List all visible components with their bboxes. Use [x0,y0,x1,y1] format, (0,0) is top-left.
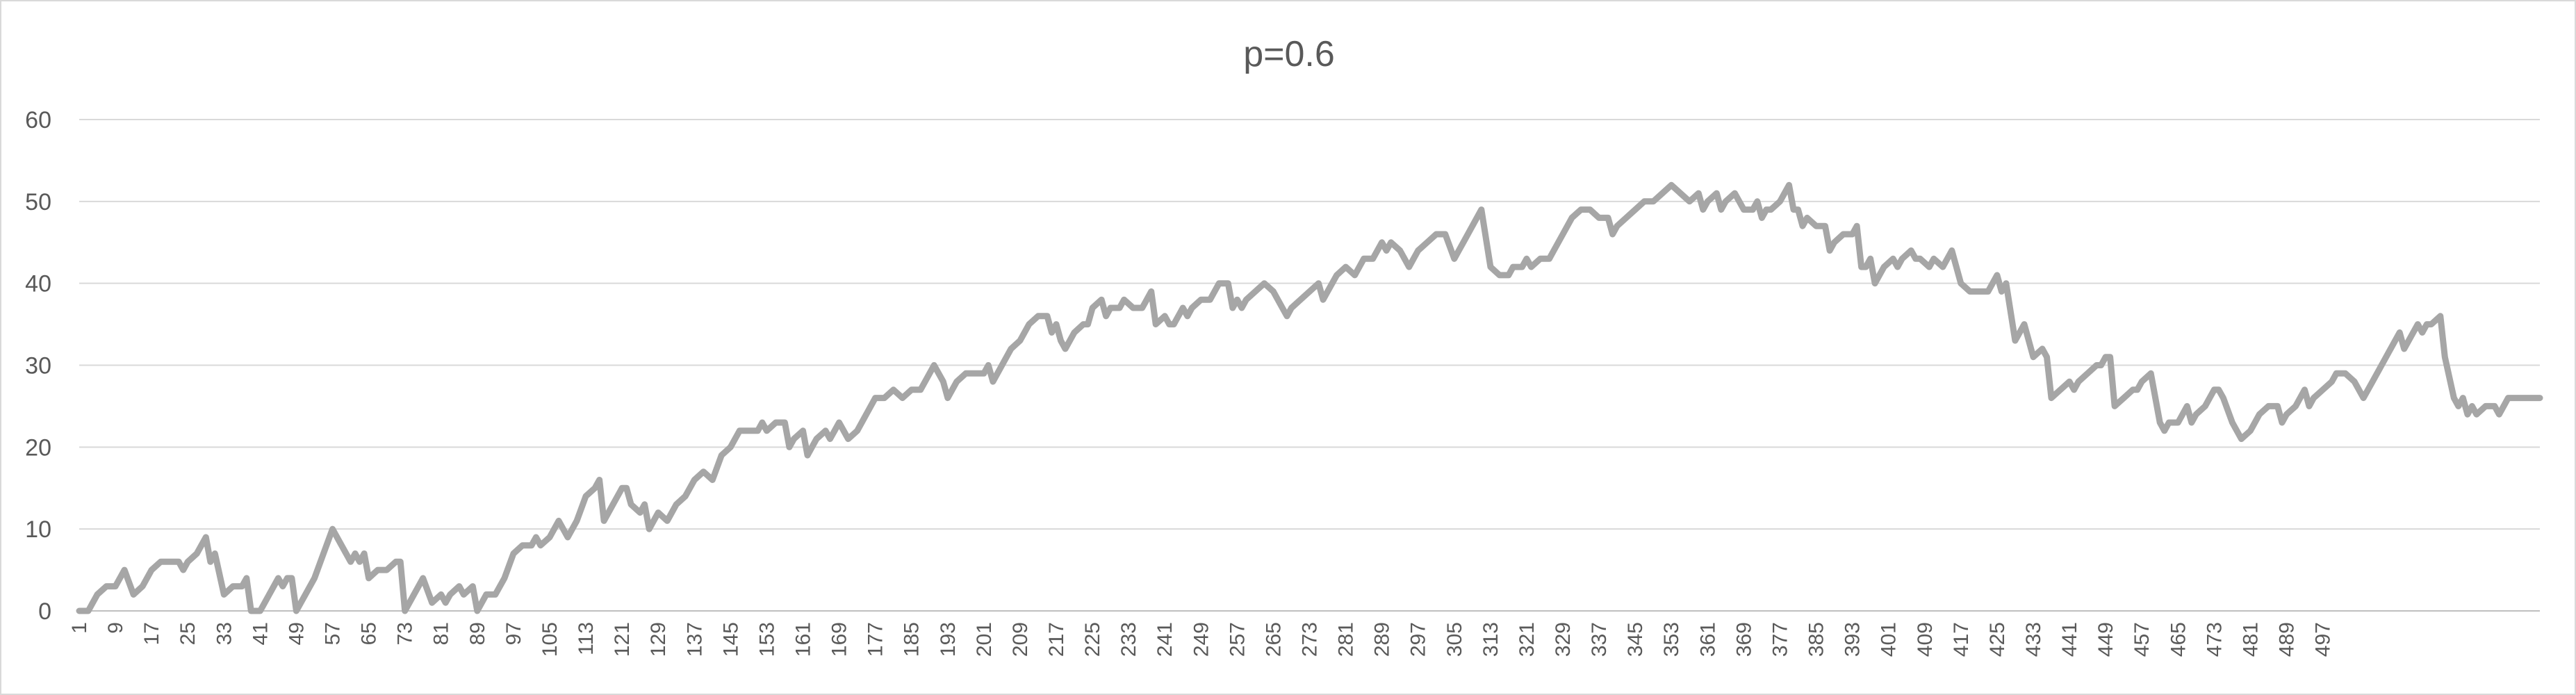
x-tick-label: 89 [466,622,489,645]
x-tick-label: 297 [1407,622,1430,657]
x-tick-label: 401 [1878,622,1901,657]
x-tick-label: 377 [1769,622,1791,657]
x-tick-label: 361 [1696,622,1719,657]
x-tick-label: 65 [358,622,381,645]
y-tick-label: 50 [25,189,51,215]
x-tick-label: 249 [1190,622,1213,657]
x-tick-label: 137 [683,622,706,657]
x-tick-label: 105 [539,622,561,657]
x-tick-label: 321 [1516,622,1539,657]
x-tick-label: 457 [2131,622,2153,657]
x-tick-label: 497 [2312,622,2335,657]
x-tick-label: 233 [1117,622,1140,657]
x-tick-label: 145 [719,622,742,657]
x-tick-label: 41 [249,622,272,645]
x-tick-label: 209 [1009,622,1032,657]
y-axis-ticks: 0 10 20 30 40 50 60 [25,107,51,625]
x-tick-label: 433 [2022,622,2045,657]
series-layer [76,181,2543,614]
y-tick-label: 60 [25,107,51,133]
x-tick-label: 337 [1588,622,1611,657]
x-tick-label: 353 [1660,622,1683,657]
x-tick-label: 33 [213,622,236,645]
series-line-0 [76,181,2543,614]
x-tick-label: 49 [285,622,308,645]
x-tick-label: 25 [177,622,199,645]
x-tick-label: 97 [502,622,525,645]
x-tick-label: 113 [575,622,598,655]
x-tick-label: 17 [140,622,163,645]
x-tick-label: 329 [1552,622,1575,657]
x-tick-label: 489 [2275,622,2298,657]
y-tick-label: 0 [38,598,51,625]
x-tick-label: 409 [1914,622,1937,657]
x-tick-label: 129 [647,622,670,657]
y-tick-label: 30 [25,353,51,379]
x-tick-label: 345 [1624,622,1647,657]
x-tick-label: 177 [864,622,887,657]
x-tick-label: 281 [1335,622,1358,657]
x-tick-label: 1 [68,622,91,634]
x-tick-label: 417 [1950,622,1973,657]
y-tick-label: 40 [25,271,51,297]
x-tick-label: 265 [1262,622,1285,657]
gridlines [79,119,2540,612]
x-tick-label: 81 [430,622,453,645]
x-tick-label: 121 [611,622,634,657]
x-tick-label: 169 [828,622,851,657]
x-tick-label: 193 [937,622,960,657]
x-tick-label: 153 [755,622,778,657]
x-tick-label: 441 [2058,622,2081,657]
x-tick-label: 225 [1081,622,1104,657]
x-tick-label: 313 [1479,622,1502,657]
x-tick-label: 385 [1805,622,1828,657]
x-tick-label: 465 [2167,622,2190,657]
x-tick-label: 393 [1841,622,1864,657]
y-tick-label: 10 [25,516,51,543]
x-tick-label: 201 [973,622,996,657]
x-tick-label: 161 [791,622,814,657]
x-tick-label: 473 [2203,622,2226,657]
x-tick-label: 57 [322,622,345,645]
x-axis-ticks: 1 9 17 25 33 41 49 57 65 73 81 89 97 105 113 121 129 137 1… [68,622,2335,657]
x-tick-label: 217 [1045,622,1068,657]
y-tick-label: 20 [25,434,51,461]
x-tick-label: 9 [104,622,127,634]
x-tick-label: 481 [2239,622,2262,657]
x-tick-label: 449 [2094,622,2117,657]
x-tick-label: 273 [1299,622,1322,657]
x-tick-label: 305 [1443,622,1466,657]
chart-title: p=0.6 [1243,34,1335,74]
x-tick-label: 425 [1986,622,2009,657]
x-tick-label: 185 [901,622,924,657]
x-tick-label: 257 [1226,622,1249,657]
x-tick-label: 289 [1371,622,1394,657]
x-tick-label: 241 [1154,622,1176,657]
x-tick-label: 73 [394,622,417,645]
x-tick-label: 369 [1732,622,1755,657]
